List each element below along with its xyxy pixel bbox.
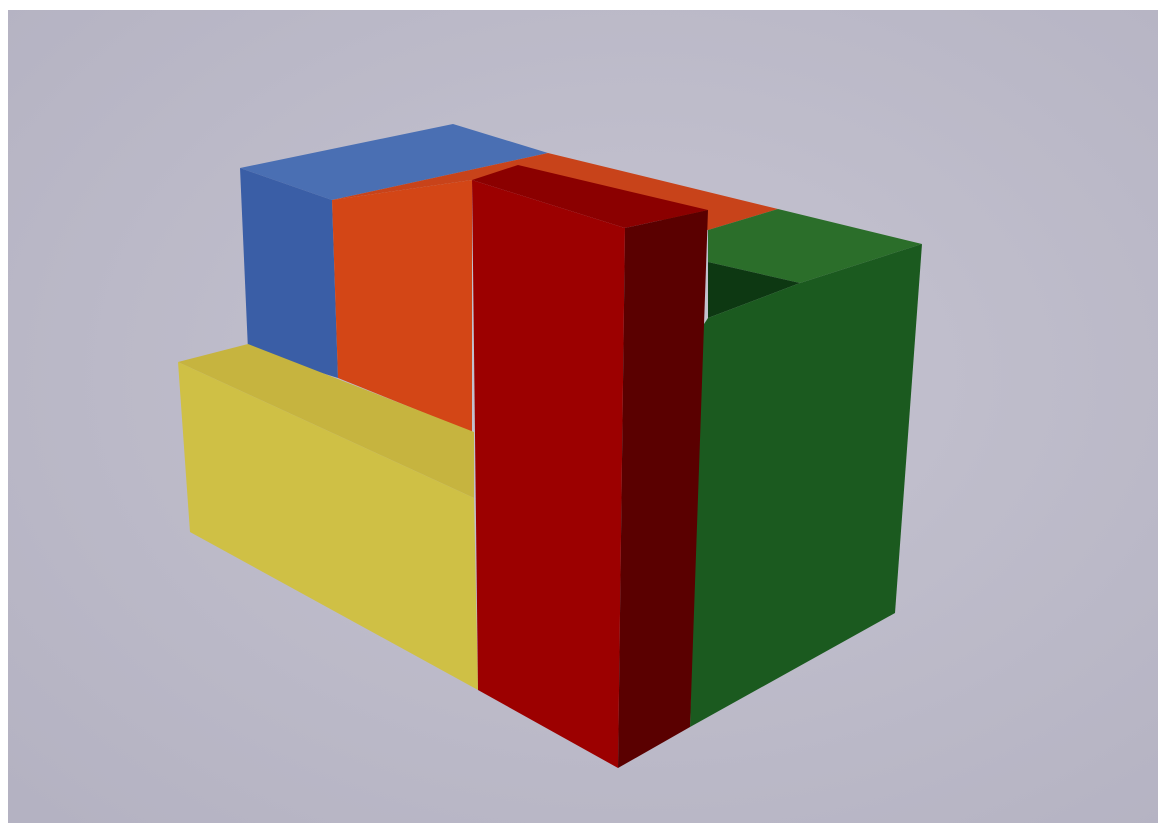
blue-block-front (240, 168, 338, 378)
block-puzzle-render (8, 10, 1158, 823)
red-block-front (472, 180, 625, 768)
yellow-block-front (178, 362, 478, 690)
green-block (690, 209, 922, 727)
orange-block-front (332, 180, 472, 432)
green-block-front (690, 244, 922, 727)
blue-block-top (240, 124, 548, 200)
green-block-inner-shadow (708, 262, 800, 318)
red-block-top (472, 165, 708, 228)
yellow-block (178, 344, 478, 690)
red-block (472, 165, 708, 768)
red-block-side (618, 210, 708, 768)
green-block-top (708, 209, 922, 283)
blue-block (240, 124, 548, 378)
yellow-block-top (178, 344, 474, 498)
